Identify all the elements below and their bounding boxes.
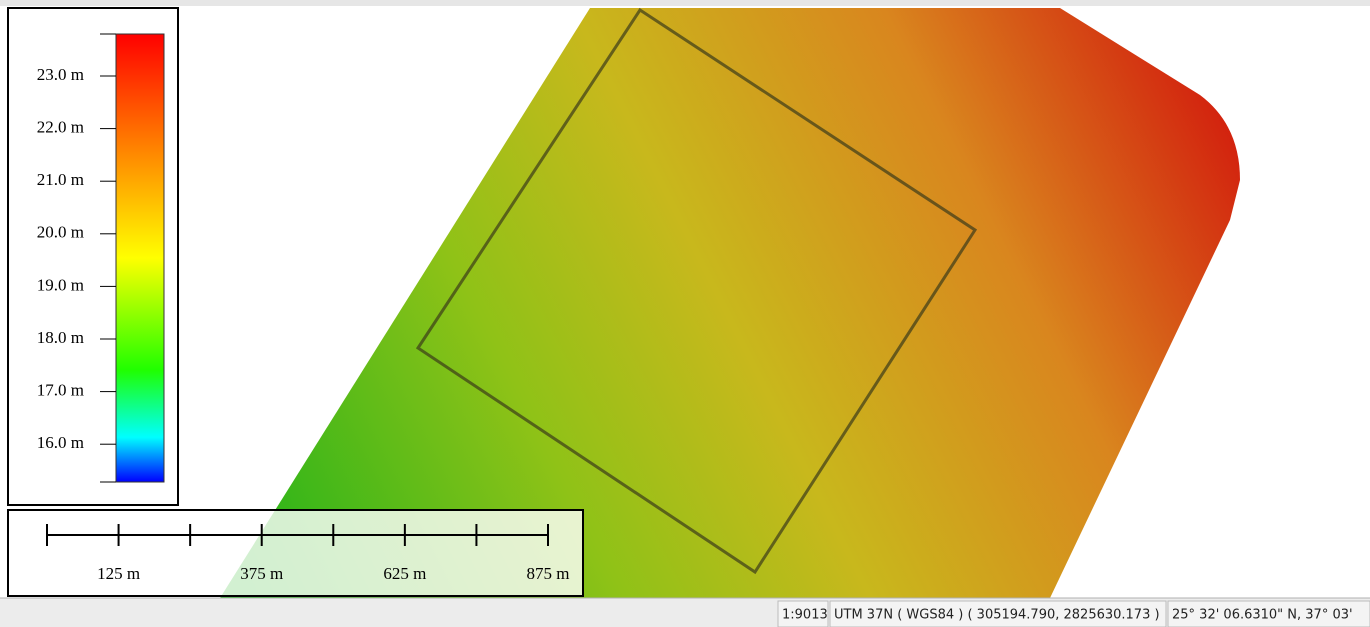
- legend-label: 18.0 m: [37, 328, 84, 347]
- status-bar: 1:9013 UTM 37N ( WGS84 ) ( 305194.790, 2…: [0, 597, 1370, 627]
- scale-bar: 125 m 375 m 625 m 875 m: [7, 509, 584, 597]
- legend-label: 21.0 m: [37, 170, 84, 189]
- toolbar-edge: [0, 0, 1370, 6]
- site-boundary: [415, 7, 978, 575]
- elevation-raster: [220, 8, 1240, 598]
- status-cell: [829, 600, 1167, 627]
- scale-label: 375 m: [240, 564, 283, 583]
- map-scale: 1:9013: [782, 608, 828, 623]
- scale-bar-box: [7, 509, 584, 597]
- legend: 23.0 m 22.0 m 21.0 m 20.0 m 19.0 m 18.0 m 17.0…: [7, 7, 179, 506]
- legend-label: 23.0 m: [37, 65, 84, 84]
- legend-label: 22.0 m: [37, 118, 84, 137]
- legend-label: 20.0 m: [37, 223, 84, 242]
- status-cell: [777, 600, 829, 627]
- status-cell: [1167, 600, 1370, 627]
- legend-label: 17.0 m: [37, 381, 84, 400]
- legend-label: 19.0 m: [37, 275, 84, 294]
- projection: UTM 37N ( WGS84 ) ( 305194.790, 2825630.…: [834, 608, 1160, 623]
- scale-label: 875 m: [527, 564, 570, 583]
- scale-label: 625 m: [383, 564, 426, 583]
- geo-coordinates: 25° 32' 06.6310" N, 37° 03': [1172, 608, 1353, 623]
- color-ramp: [115, 33, 165, 483]
- scale-label: 125 m: [97, 564, 140, 583]
- legend-label: 16.0 m: [37, 433, 84, 452]
